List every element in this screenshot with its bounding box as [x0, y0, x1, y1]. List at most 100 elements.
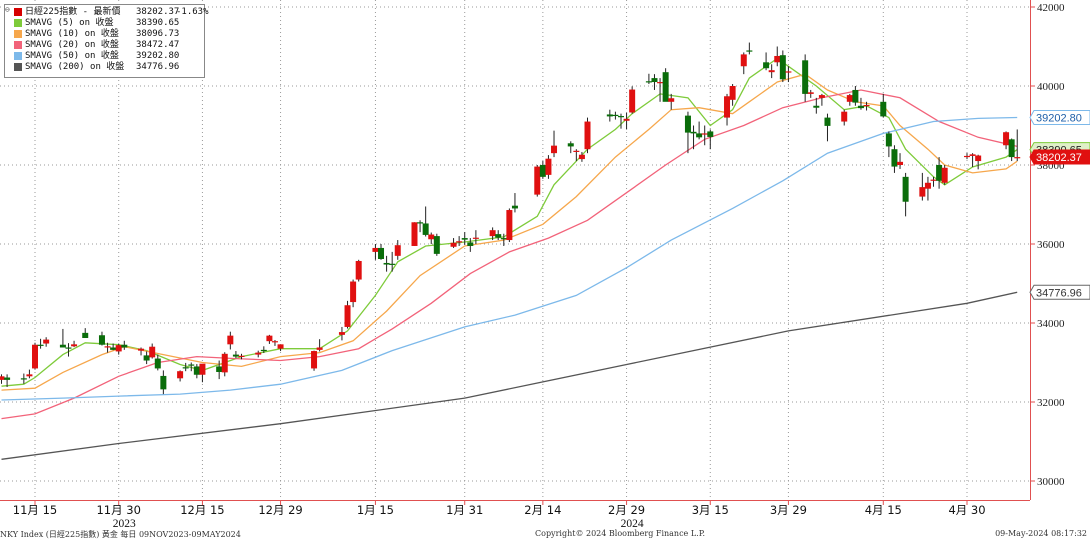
candle-body	[551, 145, 558, 154]
candle-body	[852, 89, 859, 103]
price-tag-box	[1029, 284, 1090, 300]
candle-body	[545, 158, 552, 175]
y-tick-label: 30000	[1037, 476, 1065, 488]
legend-swatch	[14, 63, 22, 71]
x-tick-label: 3月 15	[692, 503, 729, 517]
legend-series-name: 日經225指數 - 最新價	[25, 7, 121, 17]
candle-body	[818, 95, 825, 98]
footer-copyright: Copyright© 2024 Bloomberg Finance L.P.	[535, 529, 705, 538]
candle-body	[511, 205, 518, 209]
legend-series-value: 34776.96	[136, 62, 180, 72]
candle-body	[824, 117, 831, 126]
candle-body	[645, 81, 652, 83]
candle-body	[338, 332, 345, 335]
candle-body	[115, 345, 122, 352]
candle-body	[657, 82, 664, 84]
candle-body	[707, 131, 714, 137]
candle-body	[121, 344, 128, 348]
x-tick-label: 1月 31	[446, 503, 483, 517]
candle-body	[316, 347, 323, 350]
candle-body	[740, 54, 747, 67]
candle-body	[417, 222, 424, 224]
candle-body	[724, 96, 731, 118]
candle-body	[411, 222, 418, 246]
candle-body	[863, 104, 870, 107]
footer-timestamp: 09-May-2024 08:17:32	[995, 529, 1087, 538]
candle-body	[456, 241, 463, 243]
candle-body	[629, 89, 636, 113]
x-tick-label: 12月 29	[258, 503, 302, 517]
candle-body	[696, 133, 703, 138]
legend-row: SMAVG (200) on 收盤 34776.96	[8, 62, 201, 73]
x-tick-label: 4月 15	[865, 503, 902, 517]
x-tick-label: 2月 29	[608, 503, 645, 517]
chart-grid	[0, 0, 1030, 500]
candle-body	[969, 154, 976, 156]
candle-body	[612, 114, 619, 117]
x-tick-label: 12月 15	[180, 503, 224, 517]
candle-body	[65, 347, 72, 349]
candle-body	[461, 238, 468, 240]
candle-body	[271, 341, 278, 343]
candle-body	[143, 355, 150, 361]
candle-body	[1014, 157, 1021, 159]
candle-body	[746, 50, 753, 52]
candle-body	[919, 187, 926, 197]
candle-body	[221, 353, 228, 373]
chart-legend: ⊖ 日經225指數 - 最新價 38202.37 -1.63% SMAVG (5) o…	[4, 4, 209, 78]
legend-series-name: SMAVG (10) on 收盤	[25, 29, 119, 39]
candle-body	[924, 182, 931, 189]
candle-body	[182, 367, 189, 369]
price-tag-box	[1029, 149, 1090, 165]
legend-row: SMAVG (20) on 收盤 38472.47	[8, 40, 201, 51]
legend-swatch	[14, 52, 22, 60]
footer-security-info: NKY Index (日經225指數) 黃金 每日 09NOV2023-09MA…	[0, 530, 241, 539]
candle-body	[389, 263, 396, 265]
candle-body	[500, 238, 507, 240]
candle-body	[885, 133, 892, 147]
legend-series-name: SMAVG (200) on 收盤	[25, 62, 125, 72]
legend-series-name: SMAVG (20) on 收盤	[25, 40, 119, 50]
candle-body	[701, 133, 708, 135]
candle-body	[584, 121, 591, 150]
candlesticks	[0, 42, 1021, 395]
candle-body	[26, 374, 33, 377]
legend-collapse-icon[interactable]: ⊖	[5, 5, 10, 14]
legend-row: SMAVG (5) on 收盤 38390.65	[8, 18, 201, 29]
candle-body	[489, 230, 496, 237]
candle-body	[763, 62, 770, 69]
legend-series-value: 39202.80	[136, 51, 180, 61]
legend-series-value: 38390.65	[136, 18, 180, 28]
candle-body	[104, 346, 111, 348]
candle-body	[841, 111, 848, 122]
candle-body	[807, 92, 814, 94]
candle-body	[4, 377, 11, 380]
candle-body	[936, 165, 943, 181]
candle-body	[573, 150, 580, 152]
candle-body	[372, 247, 379, 252]
x-tick-label: 2月 14	[524, 503, 561, 517]
candle-body	[82, 332, 89, 339]
candle-body	[779, 55, 786, 80]
candle-body	[344, 305, 351, 327]
candle-body	[177, 371, 184, 379]
candle-body	[227, 335, 234, 345]
x-tick-label: 3月 29	[770, 503, 807, 517]
candle-body	[662, 72, 669, 102]
y-tick-label: 32000	[1037, 397, 1065, 409]
candle-body	[617, 116, 624, 118]
legend-row: SMAVG (50) on 收盤 39202.80	[8, 51, 201, 62]
candle-body	[378, 247, 385, 260]
x-tick-label: 4月 30	[948, 503, 985, 517]
candle-body	[880, 101, 887, 117]
candle-body	[964, 155, 970, 158]
candle-body	[472, 237, 479, 239]
candle-body	[802, 60, 809, 94]
price-tag: 34776.96	[1029, 284, 1090, 300]
y-tick-label: 42000	[1037, 2, 1065, 14]
candle-body	[433, 236, 440, 254]
candle-body	[930, 179, 937, 181]
